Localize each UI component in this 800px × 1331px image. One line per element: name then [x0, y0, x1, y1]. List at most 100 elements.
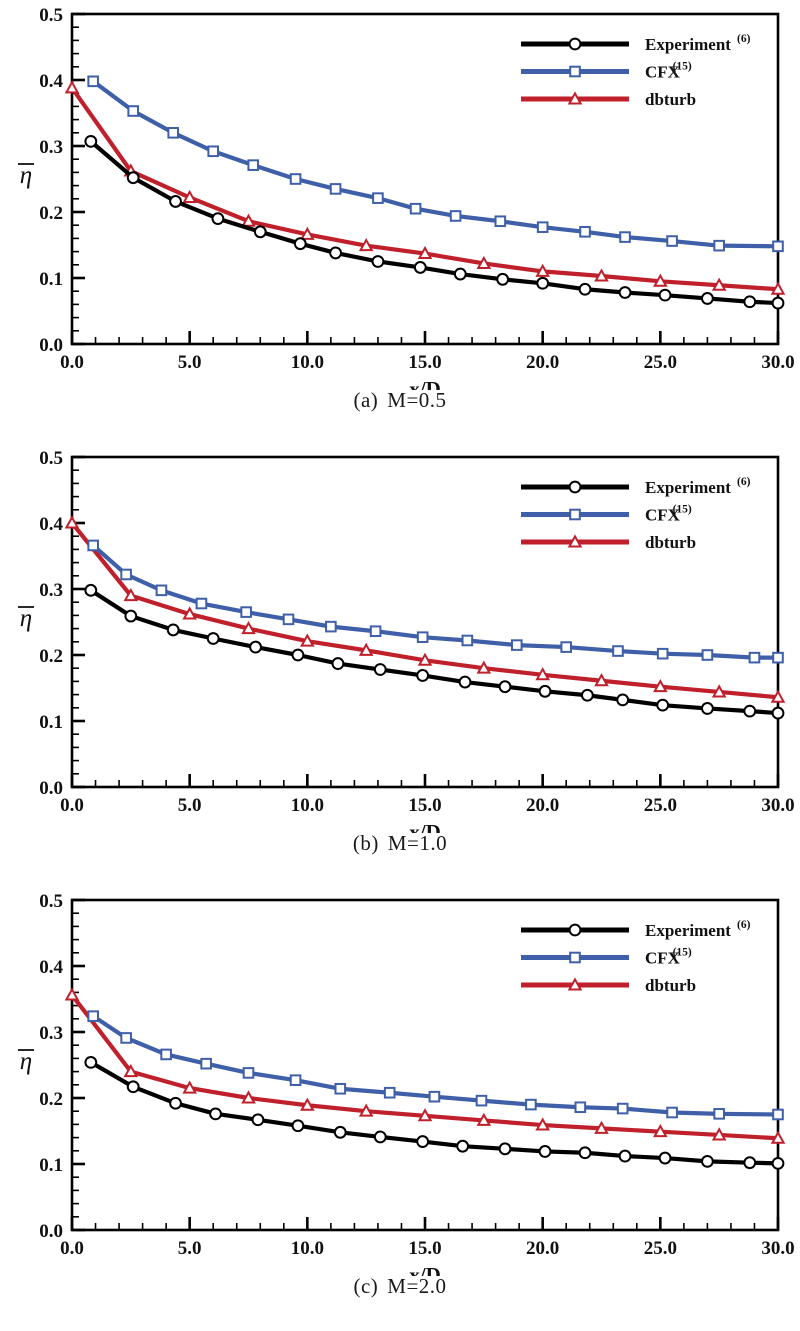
y-axis-title: η: [18, 605, 34, 632]
data-point-marker: [771, 296, 785, 310]
data-point-marker: [87, 539, 99, 552]
x-tick-label: 25.0: [644, 1238, 677, 1259]
data-point-marker: [567, 91, 583, 105]
legend-label: CFX: [645, 63, 681, 82]
data-point-marker: [160, 1048, 172, 1061]
legend-label-superscript: (15): [673, 947, 692, 959]
series-experiment: [84, 134, 785, 310]
panel-caption-text-a: M=0.5: [387, 388, 447, 412]
data-point-marker: [772, 240, 784, 253]
series-cfx: [87, 539, 784, 664]
legend-item-cfx: CFX(15): [521, 504, 692, 525]
data-point-marker: [713, 1108, 725, 1120]
x-tick-label: 10.0: [291, 352, 324, 373]
plot-area-b: 0.0 0.1 0.2 0.3 0.4 0.5 0.0 5.0 10.0 15.0 20.0 25.0…: [0, 443, 800, 833]
x-axis-title: x/D: [409, 820, 441, 833]
data-point-marker: [701, 702, 714, 715]
data-point-marker: [207, 145, 219, 158]
data-point-marker: [449, 210, 462, 222]
y-tick-label: 0.2: [39, 203, 63, 224]
data-point-marker: [249, 640, 262, 654]
y-tick-label: 0.1: [39, 1155, 63, 1176]
plot-frame: [70, 898, 780, 1232]
x-tick-label: 0.0: [60, 1238, 84, 1259]
data-point-marker: [289, 173, 302, 185]
data-point-marker: [658, 1151, 672, 1165]
x-tick-label: 20.0: [526, 352, 559, 373]
data-point-marker: [84, 134, 98, 148]
data-point-marker: [282, 613, 295, 626]
data-point-marker: [155, 584, 168, 597]
series-dbturb: [64, 515, 786, 703]
x-tick-label: 20.0: [526, 1238, 559, 1259]
data-point-marker: [476, 1112, 492, 1126]
data-point-marker: [701, 1154, 714, 1168]
chart-panel-b: 0.0 0.1 0.2 0.3 0.4 0.5 0.0 5.0 10.0 15.0 20.0 25.0…: [0, 443, 800, 886]
data-point-marker: [567, 534, 583, 548]
data-point-marker: [64, 987, 80, 1001]
series-line: [91, 1014, 781, 1117]
data-point-marker: [372, 192, 384, 204]
legend-label-superscript: (6): [737, 476, 751, 488]
data-point-marker: [701, 292, 714, 305]
data-point-marker: [169, 1096, 182, 1110]
data-point-marker: [653, 273, 668, 287]
x-tick-label: 0.0: [60, 352, 84, 373]
data-point-marker: [87, 1010, 99, 1022]
data-point-marker: [653, 1124, 668, 1138]
legend: Experiment (6) CFX(15) dbturb: [521, 33, 751, 109]
data-point-marker: [666, 235, 678, 247]
svg-text:η: η: [20, 1048, 32, 1075]
y-tick-label: 0.3: [39, 1023, 63, 1044]
data-point-marker: [568, 923, 582, 937]
data-point-marker: [84, 583, 98, 597]
data-point-marker: [358, 642, 374, 656]
legend-label: Experiment: [645, 921, 731, 940]
data-point-marker: [413, 261, 427, 274]
data-point-marker: [568, 37, 582, 51]
data-point-marker: [498, 1142, 512, 1156]
data-point-marker: [247, 159, 260, 171]
data-point-marker: [383, 1086, 396, 1099]
data-point-marker: [300, 633, 315, 647]
y-tick-label: 0.5: [39, 891, 63, 912]
data-point-marker: [658, 288, 672, 302]
y-tick-label: 0.2: [39, 646, 63, 667]
data-point-marker: [569, 508, 581, 521]
data-point-marker: [209, 1107, 222, 1121]
data-point-marker: [538, 684, 552, 698]
data-point-marker: [200, 1057, 212, 1070]
data-point-marker: [538, 1145, 552, 1158]
data-point-marker: [300, 1097, 315, 1111]
data-point-marker: [666, 1106, 678, 1119]
data-point-marker: [535, 667, 550, 681]
data-point-marker: [325, 620, 337, 633]
data-point-marker: [166, 623, 180, 637]
data-point-marker: [333, 1125, 347, 1139]
chart-svg-b: 0.0 0.1 0.2 0.3 0.4 0.5 0.0 5.0 10.0 15.0 20.0 25.0…: [18, 448, 795, 833]
panel-caption-c: (c) M=2.0: [0, 1274, 800, 1299]
x-tick-label: 10.0: [291, 1238, 324, 1259]
y-tick-label: 0.3: [39, 580, 63, 601]
data-point-marker: [120, 568, 132, 581]
data-point-marker: [369, 625, 382, 638]
series-line: [88, 139, 781, 306]
data-point-marker: [458, 675, 472, 689]
data-point-marker: [594, 268, 609, 282]
y-tick-label: 0.0: [39, 778, 63, 799]
legend-item-dbturb: dbturb: [521, 533, 696, 552]
data-point-marker: [476, 255, 492, 269]
data-point-marker: [496, 272, 510, 286]
data-point-marker: [616, 693, 630, 707]
data-point-marker: [711, 684, 727, 698]
data-point-marker: [371, 255, 385, 268]
panel-caption-a: (a) M=0.5: [0, 388, 800, 413]
x-tick-label: 25.0: [644, 795, 677, 816]
legend: Experiment (6) CFX(15) dbturb: [521, 919, 751, 995]
data-point-marker: [456, 1139, 470, 1153]
data-point-marker: [64, 515, 80, 529]
data-point-marker: [475, 1094, 488, 1107]
legend-item-dbturb: dbturb: [521, 90, 696, 109]
data-point-marker: [124, 609, 138, 623]
